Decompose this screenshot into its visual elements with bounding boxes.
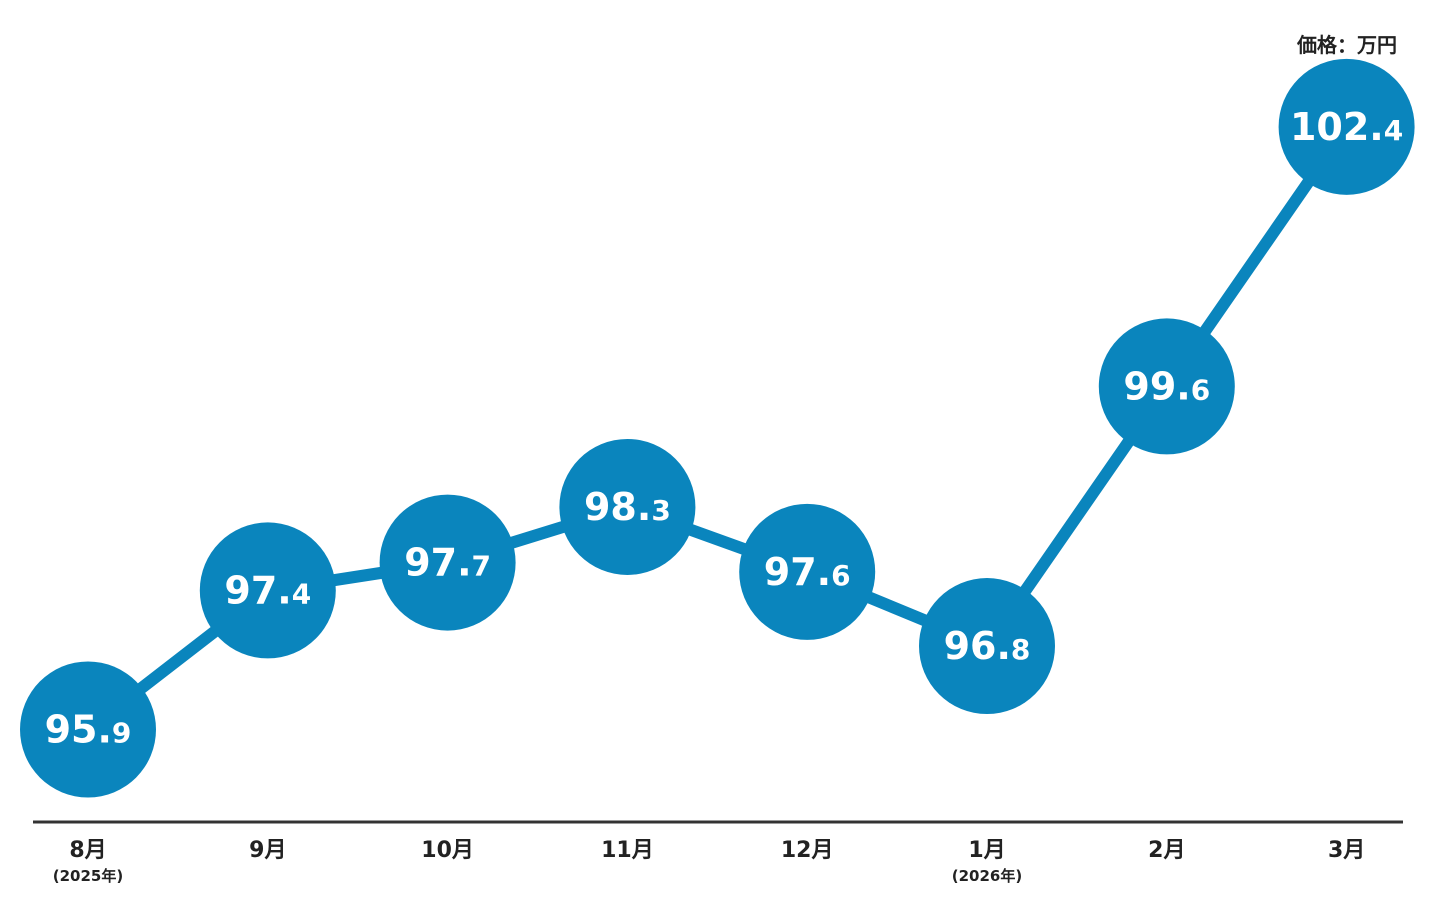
- x-tick-label: 9月: [249, 838, 286, 863]
- data-label: 97.4: [224, 568, 311, 612]
- data-point-6: 96.8: [919, 578, 1055, 715]
- x-tick-label: 12月: [781, 838, 834, 863]
- x-tick-label: 11月: [601, 838, 654, 863]
- x-tick-year-label: (2026年): [952, 867, 1022, 885]
- data-point-5: 97.6: [739, 503, 876, 640]
- x-tick-label: 8月: [69, 838, 106, 863]
- x-tick-label: 1月: [968, 838, 1005, 863]
- data-label-integer: 97.: [224, 568, 291, 612]
- data-label: 102.4: [1290, 105, 1403, 149]
- data-label-decimal: 6: [1191, 373, 1210, 406]
- x-tick-label: 3月: [1328, 838, 1365, 863]
- data-label: 97.6: [764, 550, 851, 594]
- x-tick-label: 10月: [421, 838, 474, 863]
- data-point-4: 98.3: [559, 438, 696, 575]
- point-marker: [739, 503, 876, 640]
- data-label-integer: 102.: [1290, 105, 1384, 149]
- point-marker: [919, 578, 1055, 715]
- data-label: 98.3: [584, 485, 671, 529]
- point-marker: [559, 438, 696, 575]
- data-label: 99.6: [1123, 364, 1210, 408]
- point-marker: [20, 661, 156, 798]
- data-point-2: 97.4: [199, 522, 336, 659]
- x-tick-label: 2月: [1148, 838, 1185, 863]
- data-label: 95.9: [45, 708, 132, 752]
- data-label-decimal: 4: [1384, 114, 1403, 147]
- point-marker: [1098, 318, 1235, 455]
- data-point-1: 95.9: [20, 661, 156, 798]
- data-label-integer: 98.: [584, 485, 651, 529]
- unit-label: 価格：万円: [1296, 33, 1397, 57]
- data-label-decimal: 3: [651, 494, 670, 527]
- point-marker: [1278, 58, 1415, 195]
- data-label-decimal: 7: [472, 550, 491, 583]
- data-point-7: 99.6: [1098, 318, 1235, 455]
- data-label-integer: 97.: [764, 550, 831, 594]
- x-labels-layer: 8月 (2025年) 9月 10月 11月 12月 1月 (2026年) 2月 3月: [53, 838, 1365, 885]
- point-marker: [379, 494, 516, 631]
- data-label-integer: 99.: [1123, 364, 1190, 408]
- data-label-decimal: 6: [831, 559, 850, 592]
- data-point-3: 97.7: [379, 494, 516, 631]
- data-label-decimal: 4: [292, 577, 311, 610]
- data-point-8: 102.4: [1278, 58, 1415, 195]
- point-marker: [199, 522, 336, 659]
- data-label: 97.7: [404, 541, 491, 585]
- data-label-decimal: 9: [112, 717, 131, 750]
- data-label-integer: 96.: [944, 624, 1011, 668]
- data-label-decimal: 8: [1011, 633, 1030, 666]
- data-label-integer: 97.: [404, 541, 471, 585]
- data-label: 96.8: [944, 624, 1031, 668]
- x-tick-year-label: (2025年): [53, 867, 123, 885]
- data-label-integer: 95.: [45, 708, 112, 752]
